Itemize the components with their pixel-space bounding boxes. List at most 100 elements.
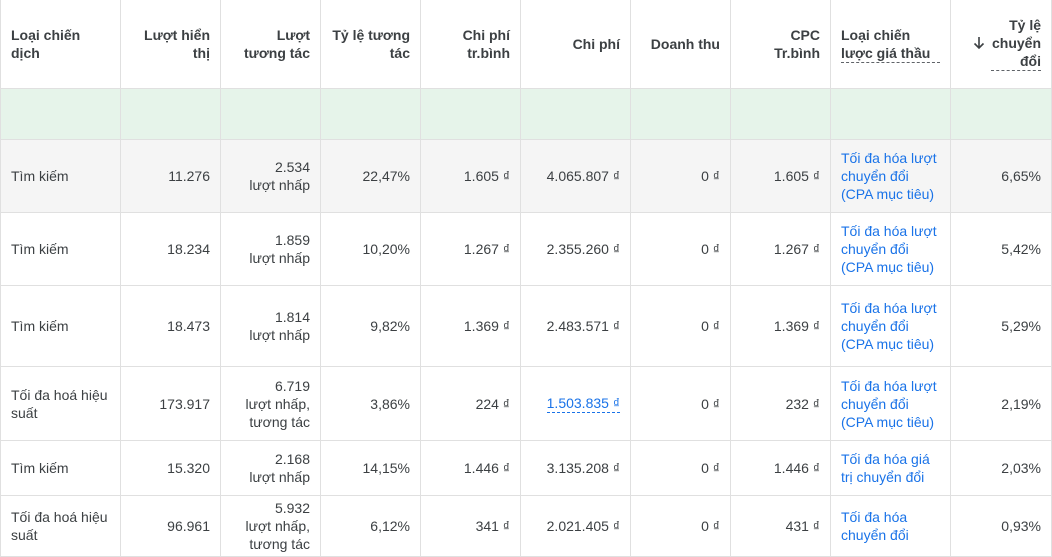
cell-impressions: 18.473 <box>121 286 221 366</box>
header-campaign-type-label: Loại chiến dịch <box>11 27 81 61</box>
summary-cell <box>221 89 321 139</box>
summary-cell <box>831 89 951 139</box>
header-avg-cost[interactable]: Chi phí tr.bình <box>421 0 521 88</box>
cell-interaction-rate: 9,82% <box>321 286 421 366</box>
cell-impressions: 18.234 <box>121 213 221 285</box>
cell-avg-cpc: 1.605 ₫ <box>731 140 831 212</box>
header-impressions-label: Lượt hiển thị <box>144 27 210 61</box>
cell-interactions: 2.168 lượt nhấp <box>221 441 321 495</box>
summary-cell <box>631 89 731 139</box>
cell-cost: 4.065.807 ₫ <box>521 140 631 212</box>
header-impressions[interactable]: Lượt hiển thị <box>121 0 221 88</box>
header-revenue-label: Doanh thu <box>650 36 720 52</box>
cell-interaction-rate: 3,86% <box>321 367 421 440</box>
table-row[interactable]: Tối đa hoá hiệu suất 173.917 6.719 lượt … <box>0 367 1052 441</box>
cell-avg-cpc: 232 ₫ <box>731 367 831 440</box>
header-conv-rate-label: Tỷ lệ chuyển đổi <box>991 17 1041 71</box>
cell-interaction-rate: 14,15% <box>321 441 421 495</box>
header-avg-cost-label: Chi phí tr.bình <box>462 27 510 61</box>
cell-interactions: 6.719 lượt nhấp, tương tác <box>221 367 321 440</box>
summary-cell <box>731 89 831 139</box>
cell-avg-cost: 1.605 ₫ <box>421 140 521 212</box>
cell-impressions: 15.320 <box>121 441 221 495</box>
cell-avg-cpc: 1.369 ₫ <box>731 286 831 366</box>
arrow-down-icon <box>973 36 985 55</box>
cell-interaction-rate: 10,20% <box>321 213 421 285</box>
header-bid-strategy-type-label: Loại chiến lược giá thầu <box>841 26 940 63</box>
cell-cost-link[interactable]: 1.503.835 ₫ <box>521 367 631 440</box>
bid-strategy-link[interactable]: Tối đa hóa chuyển đổi <box>831 496 951 556</box>
cell-impressions: 173.917 <box>121 367 221 440</box>
cell-cost: 2.483.571 ₫ <box>521 286 631 366</box>
cell-avg-cost: 224 ₫ <box>421 367 521 440</box>
cell-conv-rate: 0,93% <box>951 496 1052 556</box>
header-avg-cpc-label: CPC Tr.bình <box>774 27 820 61</box>
header-conv-rate[interactable]: Tỷ lệ chuyển đổi <box>951 0 1052 88</box>
bid-strategy-link[interactable]: Tối đa hóa lượt chuyển đổi (CPA mục tiêu… <box>831 367 951 440</box>
cell-avg-cost: 1.446 ₫ <box>421 441 521 495</box>
header-interactions[interactable]: Lượt tương tác <box>221 0 321 88</box>
summary-row <box>0 89 1052 140</box>
summary-cell <box>421 89 521 139</box>
cell-conv-rate: 6,65% <box>951 140 1052 212</box>
header-bid-strategy-type[interactable]: Loại chiến lược giá thầu <box>831 0 951 88</box>
summary-cell <box>321 89 421 139</box>
cell-revenue: 0 ₫ <box>631 496 731 556</box>
header-cost-label: Chi phí <box>572 36 620 52</box>
summary-cell <box>951 89 1052 139</box>
cell-campaign-type: Tìm kiếm <box>0 213 121 285</box>
header-avg-cpc[interactable]: CPC Tr.bình <box>731 0 831 88</box>
cell-conv-rate: 2,03% <box>951 441 1052 495</box>
cell-cost: 3.135.208 ₫ <box>521 441 631 495</box>
header-campaign-type[interactable]: Loại chiến dịch <box>0 0 121 88</box>
summary-cell <box>121 89 221 139</box>
table-row[interactable]: Tìm kiếm 18.234 1.859 lượt nhấp 10,20% 1… <box>0 213 1052 286</box>
cell-impressions: 96.961 <box>121 496 221 556</box>
table-row[interactable]: Tìm kiếm 18.473 1.814 lượt nhấp 9,82% 1.… <box>0 286 1052 367</box>
cell-interaction-rate: 6,12% <box>321 496 421 556</box>
table-row[interactable]: Tối đa hoá hiệu suất 96.961 5.932 lượt n… <box>0 496 1052 557</box>
cell-avg-cpc: 431 ₫ <box>731 496 831 556</box>
cell-interactions: 1.814 lượt nhấp <box>221 286 321 366</box>
summary-cell <box>521 89 631 139</box>
cell-campaign-type: Tối đa hoá hiệu suất <box>0 367 121 440</box>
cell-campaign-type: Tìm kiếm <box>0 441 121 495</box>
table-row[interactable]: Tìm kiếm 11.276 2.534 lượt nhấp 22,47% 1… <box>0 140 1052 213</box>
header-interaction-rate[interactable]: Tỷ lệ tương tác <box>321 0 421 88</box>
table-header: Loại chiến dịch Lượt hiển thị Lượt tương… <box>0 0 1052 89</box>
summary-cell <box>0 89 121 139</box>
bid-strategy-link[interactable]: Tối đa hóa lượt chuyển đổi (CPA mục tiêu… <box>831 140 951 212</box>
cell-revenue: 0 ₫ <box>631 213 731 285</box>
table-row[interactable]: Tìm kiếm 15.320 2.168 lượt nhấp 14,15% 1… <box>0 441 1052 496</box>
cell-interaction-rate: 22,47% <box>321 140 421 212</box>
cell-campaign-type: Tối đa hoá hiệu suất <box>0 496 121 556</box>
cell-avg-cpc: 1.267 ₫ <box>731 213 831 285</box>
cell-cost: 2.355.260 ₫ <box>521 213 631 285</box>
cell-conv-rate: 2,19% <box>951 367 1052 440</box>
cell-avg-cpc: 1.446 ₫ <box>731 441 831 495</box>
cell-interactions: 2.534 lượt nhấp <box>221 140 321 212</box>
cell-campaign-type: Tìm kiếm <box>0 140 121 212</box>
cell-revenue: 0 ₫ <box>631 140 731 212</box>
cell-avg-cost: 1.369 ₫ <box>421 286 521 366</box>
cost-link[interactable]: 1.503.835 ₫ <box>546 395 620 413</box>
header-cost[interactable]: Chi phí <box>521 0 631 88</box>
cell-conv-rate: 5,29% <box>951 286 1052 366</box>
bid-strategy-link[interactable]: Tối đa hóa lượt chuyển đổi (CPA mục tiêu… <box>831 213 951 285</box>
cell-avg-cost: 1.267 ₫ <box>421 213 521 285</box>
header-interaction-rate-label: Tỷ lệ tương tác <box>332 27 410 61</box>
header-interactions-label: Lượt tương tác <box>244 27 310 61</box>
cell-campaign-type: Tìm kiếm <box>0 286 121 366</box>
cell-interactions: 5.932 lượt nhấp, tương tác <box>221 496 321 556</box>
bid-strategy-link[interactable]: Tối đa hóa giá trị chuyển đổi <box>831 441 951 495</box>
header-revenue[interactable]: Doanh thu <box>631 0 731 88</box>
cell-revenue: 0 ₫ <box>631 286 731 366</box>
cell-impressions: 11.276 <box>121 140 221 212</box>
cell-revenue: 0 ₫ <box>631 441 731 495</box>
cell-conv-rate: 5,42% <box>951 213 1052 285</box>
cell-interactions: 1.859 lượt nhấp <box>221 213 321 285</box>
bid-strategy-link[interactable]: Tối đa hóa lượt chuyển đổi (CPA mục tiêu… <box>831 286 951 366</box>
cell-cost: 2.021.405 ₫ <box>521 496 631 556</box>
cell-avg-cost: 341 ₫ <box>421 496 521 556</box>
cell-revenue: 0 ₫ <box>631 367 731 440</box>
